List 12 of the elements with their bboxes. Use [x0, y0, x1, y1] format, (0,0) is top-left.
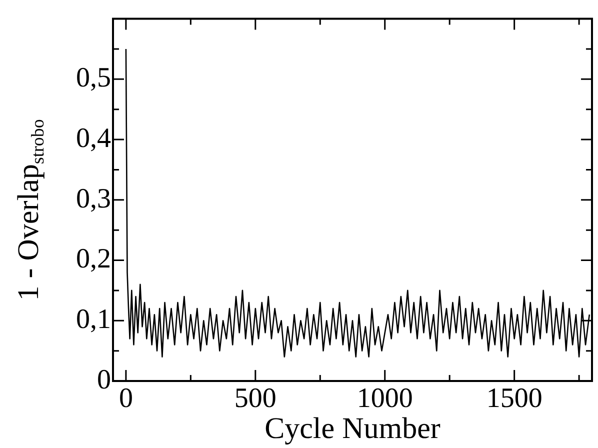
y-tick-label: 0,3	[76, 183, 111, 214]
x-axis-title: Cycle Number	[264, 412, 440, 445]
x-tick-label: 500	[234, 383, 276, 414]
y-tick-label: 0,1	[76, 304, 111, 335]
x-tick-label: 1500	[486, 383, 542, 414]
x-tick-label: 1000	[356, 383, 413, 414]
y-tick-label: 0,5	[76, 62, 111, 94]
y-tick-label: 0	[97, 364, 111, 396]
y-tick-label: 0,4	[76, 122, 111, 154]
y-tick-label: 0,2	[76, 244, 111, 275]
x-tick-label: 0	[118, 383, 133, 414]
y-axis-title: 1 - Overlapstrobo	[12, 119, 48, 301]
